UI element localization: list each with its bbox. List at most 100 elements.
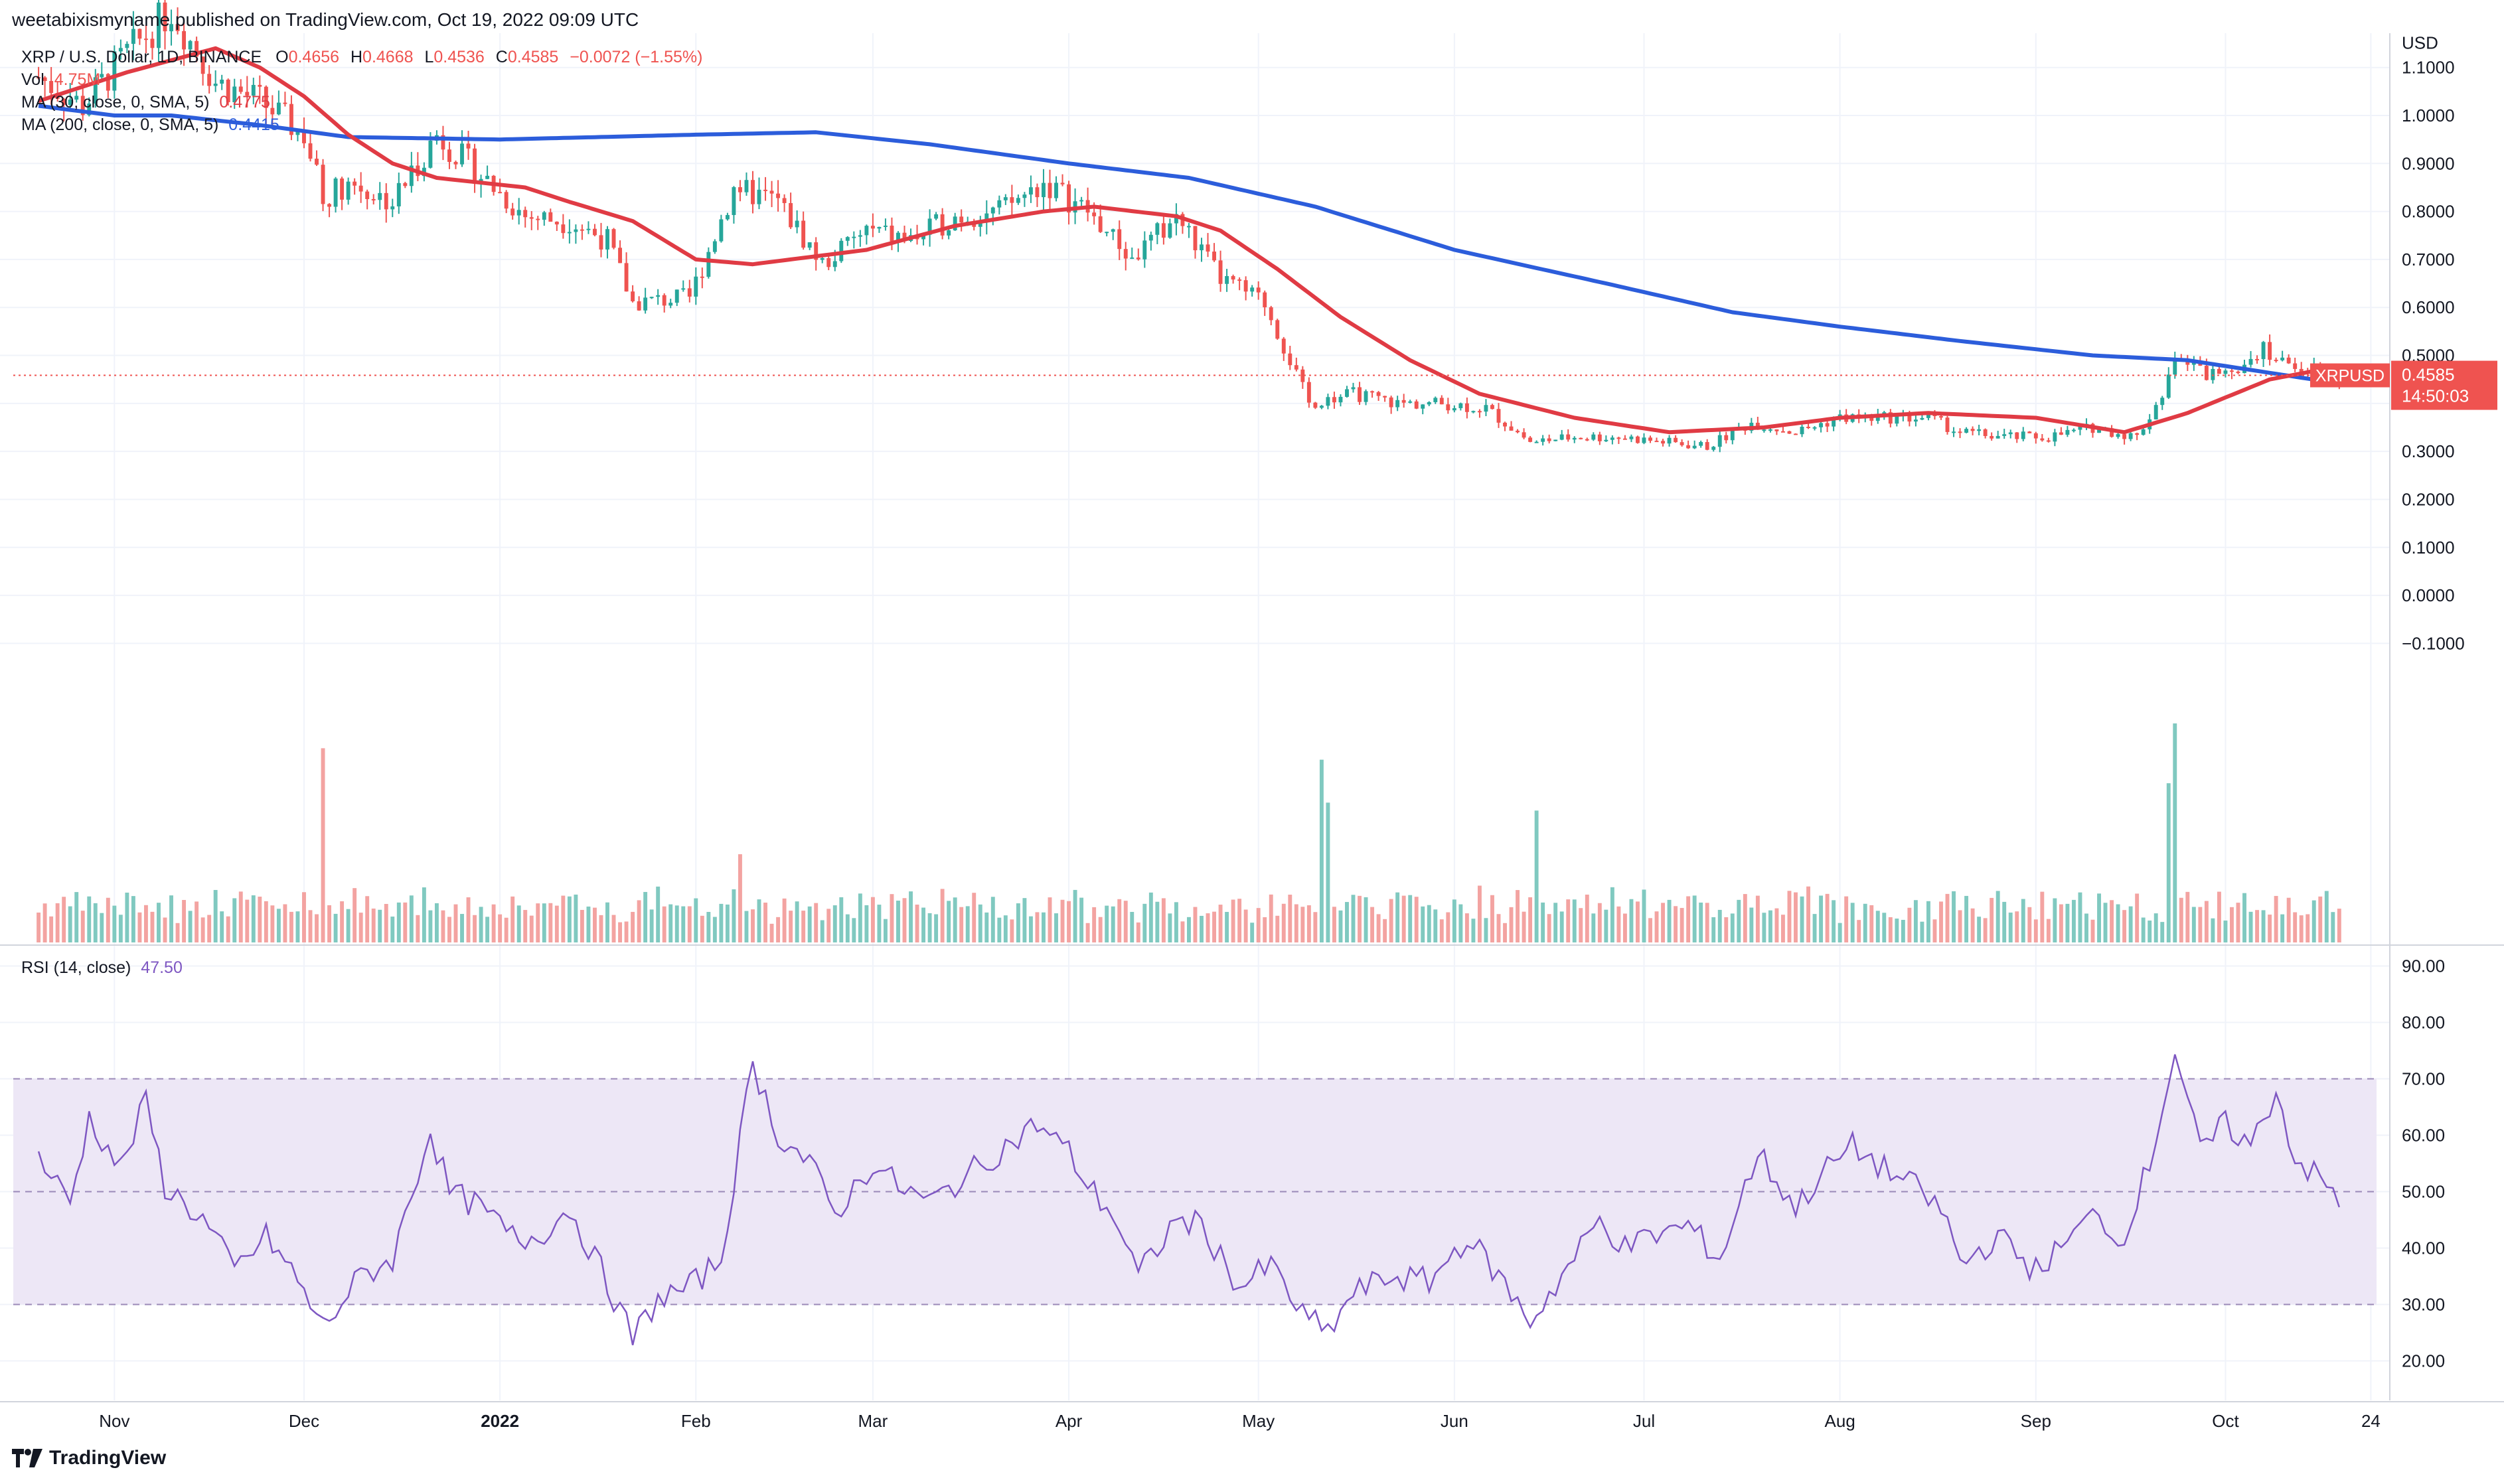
volume-bar [915, 905, 919, 942]
rsi-legend[interactable]: RSI (14, close) 47.50 [21, 958, 183, 978]
candle-body [2040, 438, 2045, 441]
volume-bar [2337, 909, 2341, 942]
volume-bar [460, 914, 464, 942]
candle-body [1161, 223, 1166, 238]
candle-body [1105, 232, 1109, 234]
rsi-value: 47.50 [141, 958, 183, 977]
volume-bar [491, 904, 496, 942]
candle-body [1952, 431, 1956, 433]
candle-body [1566, 434, 1571, 440]
volume-bar [163, 917, 167, 942]
candle-body [1452, 408, 1456, 411]
candle-body [143, 38, 148, 40]
volume-bar [1604, 909, 1608, 942]
candle-body [2280, 357, 2285, 360]
candle-body [814, 242, 819, 260]
volume-bar [1800, 896, 1804, 942]
volume-bar [1585, 894, 1589, 942]
candle-body [845, 237, 850, 241]
candle-body [1439, 398, 1444, 405]
candle-body [1370, 391, 1375, 393]
volume-bar [1427, 905, 1431, 942]
volume-bar [1433, 909, 1438, 942]
volume-bar [820, 920, 824, 942]
volume-bar [1016, 903, 1020, 942]
candle-body [1376, 392, 1381, 396]
volume-bar [700, 915, 704, 942]
volume-bar [1275, 915, 1280, 942]
last-price-tag [2391, 360, 2497, 410]
volume-bar [1401, 895, 1406, 942]
ma200-legend[interactable]: MA (200, close, 0, SMA, 5) 0.4415 [21, 115, 279, 135]
volume-bar [649, 909, 654, 942]
volume-bar [270, 905, 275, 942]
rsi-tick-label: 30.00 [2402, 1295, 2445, 1315]
volume-bar [2255, 910, 2260, 942]
candle-body [706, 252, 711, 277]
candle-body [409, 165, 414, 186]
volume-bar [719, 903, 724, 942]
candle-body [1648, 437, 1652, 441]
volume-bar [333, 913, 338, 942]
volume-legend[interactable]: Vol 4.75M [21, 70, 100, 90]
volume-bar [87, 896, 92, 942]
volume-bar [574, 894, 578, 942]
volume-bar [2027, 907, 2032, 942]
candle-body [1610, 437, 1614, 440]
rsi-band-fill [13, 1078, 2377, 1305]
candle-body [605, 229, 609, 250]
candle-body [302, 129, 306, 143]
volume-bar [1743, 894, 1747, 942]
candle-body [574, 229, 578, 232]
candle-body [106, 74, 110, 91]
volume-bar [1458, 904, 1463, 942]
candle-body [542, 212, 546, 220]
volume-bar [422, 887, 426, 942]
volume-bar [1180, 921, 1185, 942]
candle-body [251, 84, 256, 96]
rsi-tick-label: 60.00 [2402, 1126, 2445, 1146]
tradingview-logo[interactable]: TradingView [12, 1447, 166, 1469]
volume-bar [1313, 912, 1318, 942]
candle-body [1622, 438, 1627, 440]
candle-body [599, 235, 603, 250]
volume-bar [1939, 901, 1943, 942]
volume-bar [498, 914, 503, 942]
time-tick-label: May [1242, 1411, 1275, 1431]
volume-bar [1850, 903, 1855, 942]
volume-bar [1952, 891, 1956, 942]
volume-bar [776, 917, 781, 942]
candle-body [2261, 342, 2266, 360]
candle-body [674, 289, 679, 303]
candle-body [2071, 429, 2076, 431]
candle-body [441, 135, 445, 150]
candle-body [1269, 307, 1273, 321]
candle-body [1338, 396, 1343, 403]
candle-body [1995, 435, 2000, 439]
candle-body [1427, 402, 1431, 405]
publish-line: weetabixismyname published on TradingVie… [12, 9, 639, 30]
volume-bar [1136, 922, 1140, 942]
volume-bar [1079, 897, 1084, 942]
volume-bar [1983, 918, 1988, 942]
volume-bar [2191, 907, 2196, 942]
symbol-title[interactable]: XRP / U.S. Dollar, 1D, BINANCE [21, 48, 262, 66]
candle-body [1730, 429, 1735, 441]
candle-body [1048, 183, 1052, 198]
volume-bar [769, 923, 774, 942]
volume-bar [751, 909, 755, 942]
ma30-legend[interactable]: MA (30, close, 0, SMA, 5) 0.4775 [21, 93, 270, 112]
volume-bar [921, 907, 926, 942]
price-tick-label: 0.8000 [2402, 202, 2455, 222]
candle-body [1111, 229, 1115, 232]
candle-body [207, 74, 212, 86]
candle-body [1553, 439, 1558, 441]
candle-body [1206, 244, 1210, 252]
candle-body [1035, 187, 1040, 198]
volume-bar [2153, 913, 2158, 942]
volume-bar [1042, 912, 1046, 942]
candle-body [1281, 338, 1286, 354]
candle-body [1711, 447, 1716, 450]
candle-body [2027, 431, 2032, 433]
